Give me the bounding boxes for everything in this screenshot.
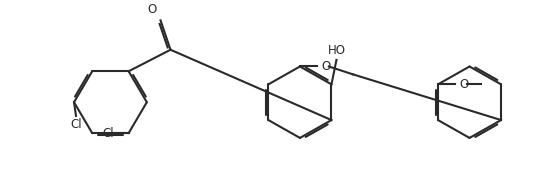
Text: HO: HO <box>328 44 345 57</box>
Text: O: O <box>321 60 330 73</box>
Text: O: O <box>147 3 156 16</box>
Text: O: O <box>459 78 468 91</box>
Text: Cl: Cl <box>70 118 82 131</box>
Text: Cl: Cl <box>102 127 114 140</box>
